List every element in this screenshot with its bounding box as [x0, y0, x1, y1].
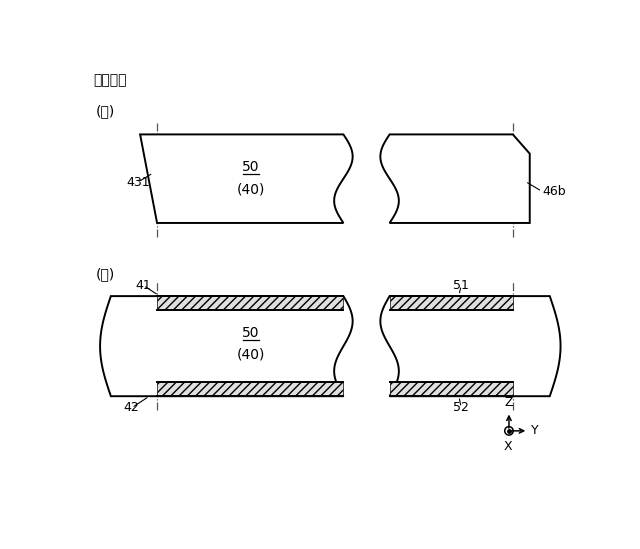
Bar — [390, 382, 513, 396]
Text: Y: Y — [531, 424, 539, 438]
Text: (40): (40) — [237, 182, 265, 196]
Polygon shape — [140, 135, 353, 223]
Text: 46b: 46b — [542, 185, 566, 198]
Text: 51: 51 — [453, 279, 469, 292]
Bar — [390, 296, 513, 310]
Text: (ｂ): (ｂ) — [95, 104, 115, 119]
Polygon shape — [380, 135, 530, 223]
Text: (ａ): (ａ) — [95, 267, 115, 282]
Text: 52: 52 — [453, 401, 469, 414]
Text: Z: Z — [505, 395, 513, 408]
Polygon shape — [380, 296, 561, 396]
Text: 431: 431 — [126, 176, 150, 189]
Polygon shape — [100, 296, 353, 396]
Text: (40): (40) — [237, 348, 265, 362]
Text: 42: 42 — [124, 401, 140, 414]
Text: X: X — [504, 440, 513, 453]
Bar — [157, 296, 344, 310]
Text: 50: 50 — [243, 326, 260, 340]
Text: 50: 50 — [243, 160, 260, 175]
Bar — [157, 382, 344, 396]
Text: 【図６】: 【図６】 — [93, 73, 127, 87]
Text: 41: 41 — [135, 279, 151, 292]
